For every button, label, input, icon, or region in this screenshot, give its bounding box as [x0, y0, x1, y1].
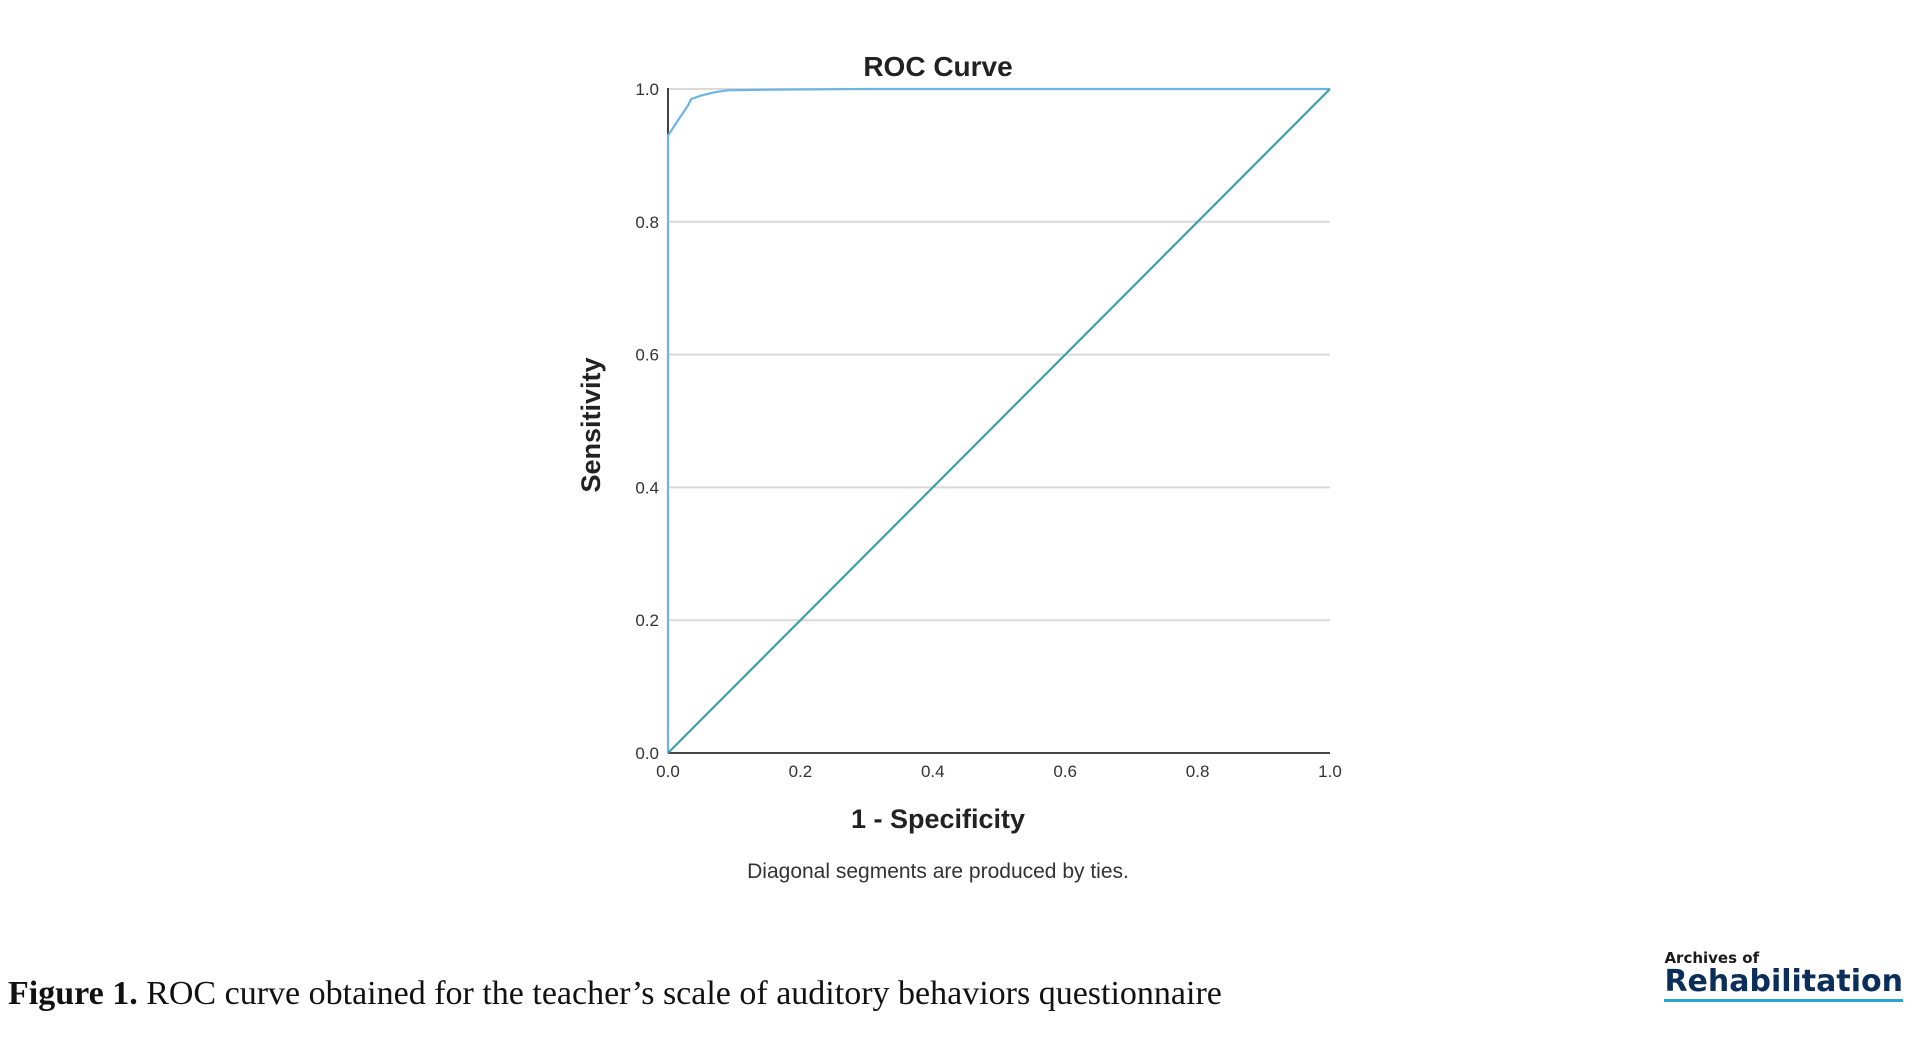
caption-label: Figure 1. [8, 975, 138, 1012]
chart-title: ROC Curve [863, 51, 1012, 82]
roc-curve-line [666, 87, 1330, 753]
y-axis-label: Sensitivity [576, 357, 606, 492]
caption-text: ROC curve obtained for the teacher’s sca… [137, 975, 1222, 1012]
x-tick-label-5: 1.0 [1318, 762, 1342, 781]
x-tick-label-2: 0.4 [921, 762, 945, 781]
y-tick-label-1: 0.2 [635, 611, 659, 630]
logo-line-1: Archives of [1664, 949, 1760, 967]
y-tick-label-5: 1.0 [635, 80, 659, 99]
x-axis-label: 1 - Specificity [851, 804, 1025, 834]
grid-layer [668, 88, 1330, 622]
y-tick-label-0: 0.0 [635, 744, 659, 763]
x-tick-label-4: 0.8 [1186, 762, 1210, 781]
figure-caption: Figure 1. ROC curve obtained for the tea… [8, 975, 1222, 1013]
y-tick-label-2: 0.4 [635, 478, 659, 497]
x-tick-label-1: 0.2 [789, 762, 813, 781]
series-layer [666, 87, 1331, 754]
x-tick-label-0: 0.0 [656, 762, 680, 781]
logo-line-2: Rehabilitation [1664, 966, 1903, 1002]
y-tick-label-3: 0.6 [635, 346, 659, 365]
chart-footnote: Diagonal segments are produced by ties. [747, 860, 1129, 883]
y-tick-label-4: 0.8 [635, 213, 659, 232]
reference-diagonal-line [667, 88, 1331, 754]
ticks-layer: 0.0 0.2 0.4 0.6 0.8 1.0 0.0 0.2 0.4 0.6 0.8 1.0 [635, 80, 1341, 781]
x-tick-label-3: 0.6 [1053, 762, 1077, 781]
journal-logo: Archives of Rehabilitation [1664, 950, 1903, 1002]
